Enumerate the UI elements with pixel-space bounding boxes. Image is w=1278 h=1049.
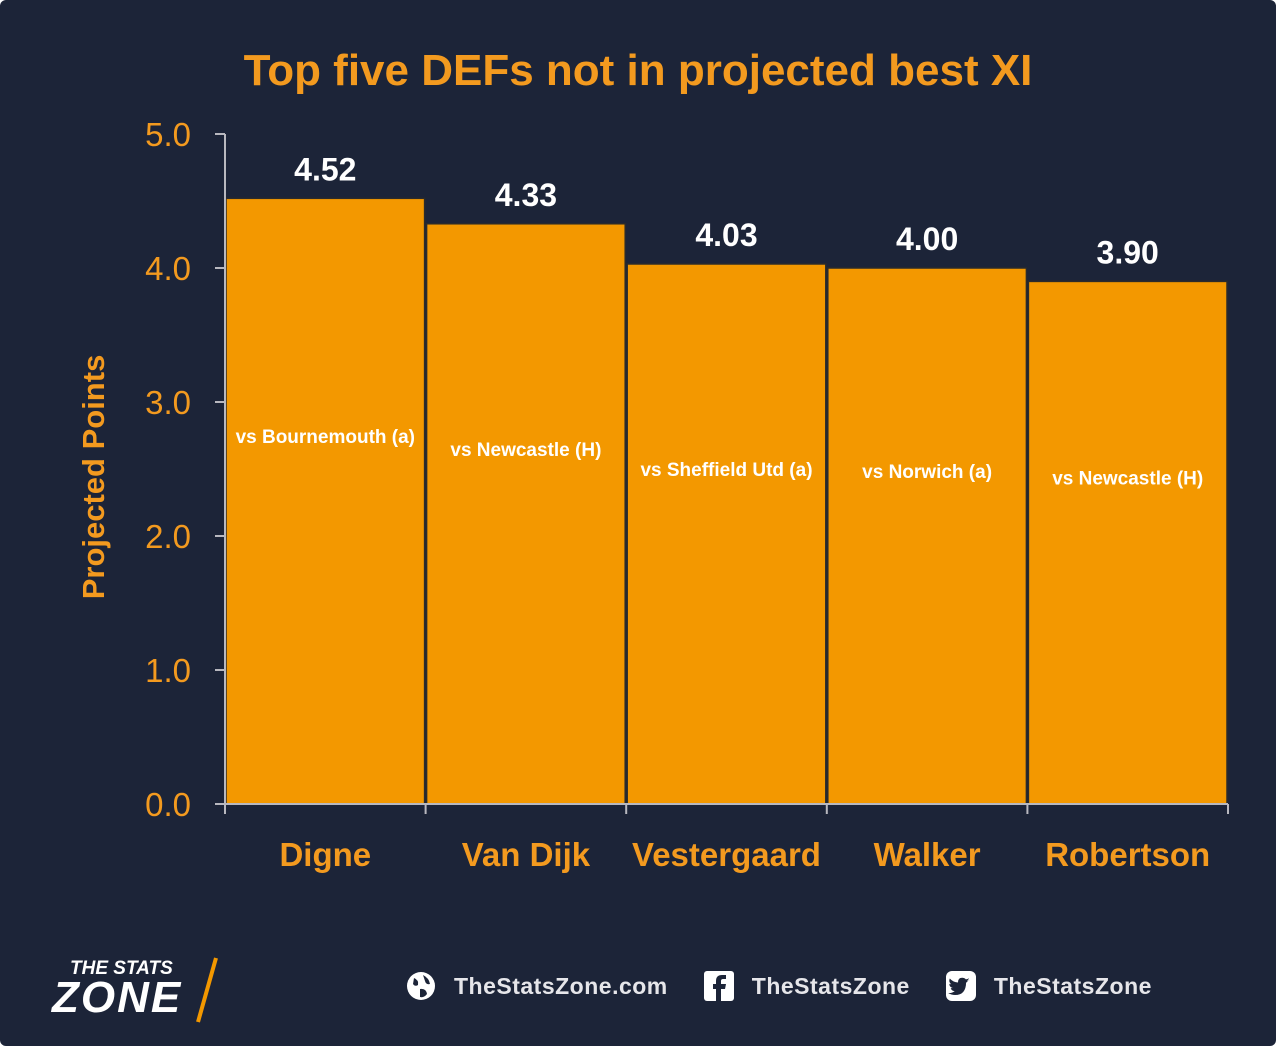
website-link[interactable]: TheStatsZone.com bbox=[404, 969, 668, 1003]
bar-annotation: vs Newcastle (H) bbox=[450, 440, 601, 461]
bar-annotation: vs Norwich (a) bbox=[862, 462, 992, 483]
data-label: 4.52 bbox=[294, 151, 356, 187]
facebook-link[interactable]: TheStatsZone bbox=[702, 969, 910, 1003]
website-label: TheStatsZone.com bbox=[454, 972, 668, 999]
y-tick-label: 3.0 bbox=[145, 384, 191, 421]
y-tick-label: 2.0 bbox=[145, 518, 191, 555]
twitter-link[interactable]: TheStatsZone bbox=[944, 969, 1152, 1003]
globe-icon bbox=[407, 972, 435, 1000]
bar-2 bbox=[425, 223, 626, 805]
footer-links: TheStatsZone.com TheStatsZone TheStatsZo… bbox=[404, 966, 1152, 1006]
facebook-label: TheStatsZone bbox=[751, 972, 910, 999]
bar-1 bbox=[225, 197, 426, 805]
logo-line-2: ZONE bbox=[50, 973, 182, 1022]
twitter-label: TheStatsZone bbox=[993, 972, 1152, 999]
logo-line-1: THE STATS bbox=[70, 958, 173, 979]
y-tick-label: 5.0 bbox=[145, 116, 191, 153]
stats-zone-logo: THE STATS ZONE bbox=[50, 957, 218, 1023]
y-tick-label: 0.0 bbox=[145, 786, 191, 823]
data-label: 4.00 bbox=[896, 221, 958, 257]
y-tick-label: 1.0 bbox=[145, 652, 191, 689]
y-tick-label: 4.0 bbox=[145, 250, 191, 287]
x-tick-label: Vestergaard bbox=[632, 836, 821, 873]
facebook-icon bbox=[703, 971, 734, 1001]
twitter-icon bbox=[945, 971, 976, 1001]
bar-4 bbox=[827, 267, 1028, 805]
data-label: 4.03 bbox=[695, 217, 757, 253]
data-label: 4.33 bbox=[495, 177, 557, 213]
x-tick-label: Digne bbox=[279, 836, 371, 873]
bar-3 bbox=[626, 263, 827, 805]
x-tick-label: Van Dijk bbox=[462, 836, 591, 873]
bar-annotation: vs Bournemouth (a) bbox=[236, 427, 415, 448]
x-tick-label: Walker bbox=[874, 836, 981, 873]
bar-5 bbox=[1027, 280, 1228, 805]
bar-annotation: vs Newcastle (H) bbox=[1052, 469, 1203, 490]
y-axis-label: Projected Points bbox=[76, 355, 111, 600]
data-label: 3.90 bbox=[1097, 234, 1159, 270]
bar-annotation: vs Sheffield Utd (a) bbox=[640, 460, 812, 481]
chart-title: Top five DEFs not in projected best XI bbox=[243, 46, 1033, 95]
x-tick-label: Robertson bbox=[1045, 836, 1210, 873]
